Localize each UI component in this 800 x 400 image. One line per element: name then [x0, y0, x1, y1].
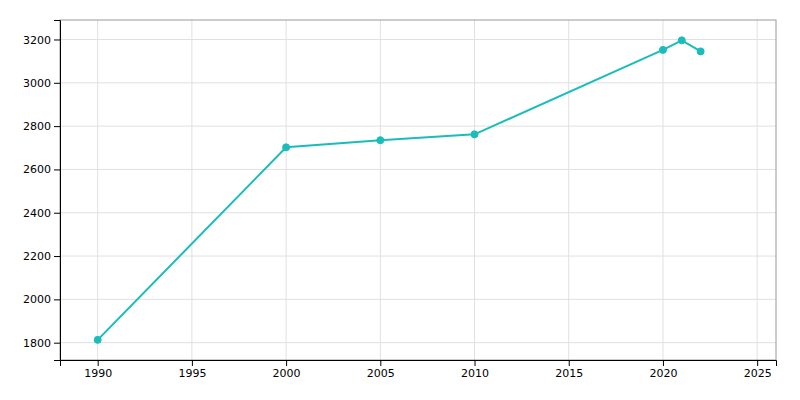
x-axis-tick-mark — [663, 360, 664, 366]
x-axis-tick: 2010 — [461, 360, 489, 380]
y-axis-tick: 2800 — [23, 120, 60, 133]
data-point — [94, 336, 101, 343]
y-axis-tick-label: 2000 — [23, 293, 51, 306]
y-axis-tick: 2600 — [23, 163, 60, 176]
grid — [60, 20, 776, 360]
y-axis-tick: 1800 — [23, 337, 60, 350]
x-axis-line — [61, 361, 777, 367]
plot: 1990 1995 2000 2005 2010 2015 2020 2025 1800 2000… — [23, 20, 777, 380]
data-point — [283, 144, 290, 151]
data-point — [678, 37, 685, 44]
x-axis-tick-mark — [192, 360, 193, 366]
y-grid-line — [60, 39, 776, 40]
y-axis: 1800 2000 2200 2400 2600 2800 3000 3200 — [23, 21, 61, 361]
x-axis-tick-label: 2020 — [649, 367, 677, 380]
data-point — [659, 46, 666, 53]
y-axis-tick-label: 1800 — [23, 337, 51, 350]
x-grid-line — [474, 20, 475, 360]
x-axis-tick-mark — [475, 360, 476, 366]
y-axis-tick-mark — [54, 343, 60, 344]
y-axis-tick-mark — [54, 83, 60, 84]
x-axis-tick: 2015 — [555, 360, 583, 380]
data-point — [697, 48, 704, 55]
data-point — [377, 137, 384, 144]
x-axis-tick-mark — [757, 360, 758, 366]
y-grid-line — [60, 169, 776, 170]
x-axis-tick-mark — [286, 360, 287, 366]
x-axis-tick-label: 2000 — [273, 367, 301, 380]
y-grid-line — [60, 256, 776, 257]
x-axis-tick-mark — [569, 360, 570, 366]
data-point — [471, 131, 478, 138]
y-axis-tick: 2400 — [23, 207, 60, 220]
y-axis-tick: 2000 — [23, 293, 60, 306]
y-axis-tick-mark — [54, 299, 60, 300]
x-grid-line — [662, 20, 663, 360]
y-axis-tick-label: 2600 — [23, 163, 51, 176]
y-grid-line — [60, 299, 776, 300]
y-grid-line — [60, 126, 776, 127]
y-axis-tick-label: 3200 — [23, 34, 51, 47]
x-axis-tick: 2000 — [273, 360, 301, 380]
x-axis-tick-label: 2015 — [555, 367, 583, 380]
x-axis: 1990 1995 2000 2005 2010 2015 2020 2025 — [61, 360, 777, 380]
x-grid-line — [286, 20, 287, 360]
y-grid-line — [60, 342, 776, 343]
x-axis-tick: 2020 — [649, 360, 677, 380]
y-axis-tick: 2200 — [23, 250, 60, 263]
x-axis-tick: 1995 — [178, 360, 206, 380]
y-axis-tick: 3200 — [23, 34, 60, 47]
x-axis-tick-label: 1995 — [178, 367, 206, 380]
y-axis-tick-label: 2400 — [23, 207, 51, 220]
y-axis-tick-label: 3000 — [23, 77, 51, 90]
x-axis-tick-label: 2025 — [744, 367, 772, 380]
x-grid-line — [568, 20, 569, 360]
x-axis-tick-mark — [98, 360, 99, 366]
y-grid-line — [60, 212, 776, 213]
x-axis-tick-label: 1990 — [84, 367, 112, 380]
y-axis-tick-label: 2200 — [23, 250, 51, 263]
y-axis-tick-mark — [54, 169, 60, 170]
y-axis-tick-mark — [54, 213, 60, 214]
chart: 1990 1995 2000 2005 2010 2015 2020 2025 1800 2000… — [0, 0, 800, 400]
x-axis-tick-label: 2010 — [461, 367, 489, 380]
y-axis-tick-mark — [54, 126, 60, 127]
x-grid-line — [97, 20, 98, 360]
x-axis-tick: 2005 — [367, 360, 395, 380]
marks — [94, 37, 704, 344]
y-axis-tick: 3000 — [23, 77, 60, 90]
y-grid-line — [60, 82, 776, 83]
x-axis-tick-mark — [380, 360, 381, 366]
x-grid-line — [380, 20, 381, 360]
y-axis-line — [54, 21, 61, 361]
y-axis-tick-mark — [54, 256, 60, 257]
x-grid-line — [191, 20, 192, 360]
x-grid-line — [757, 20, 758, 360]
data-line — [98, 40, 701, 340]
x-axis-tick: 2025 — [744, 360, 772, 380]
x-axis-tick: 1990 — [84, 360, 112, 380]
y-axis-tick-label: 2800 — [23, 120, 51, 133]
x-axis-tick-label: 2005 — [367, 367, 395, 380]
y-axis-tick-mark — [54, 39, 60, 40]
plot-frame — [60, 20, 776, 360]
